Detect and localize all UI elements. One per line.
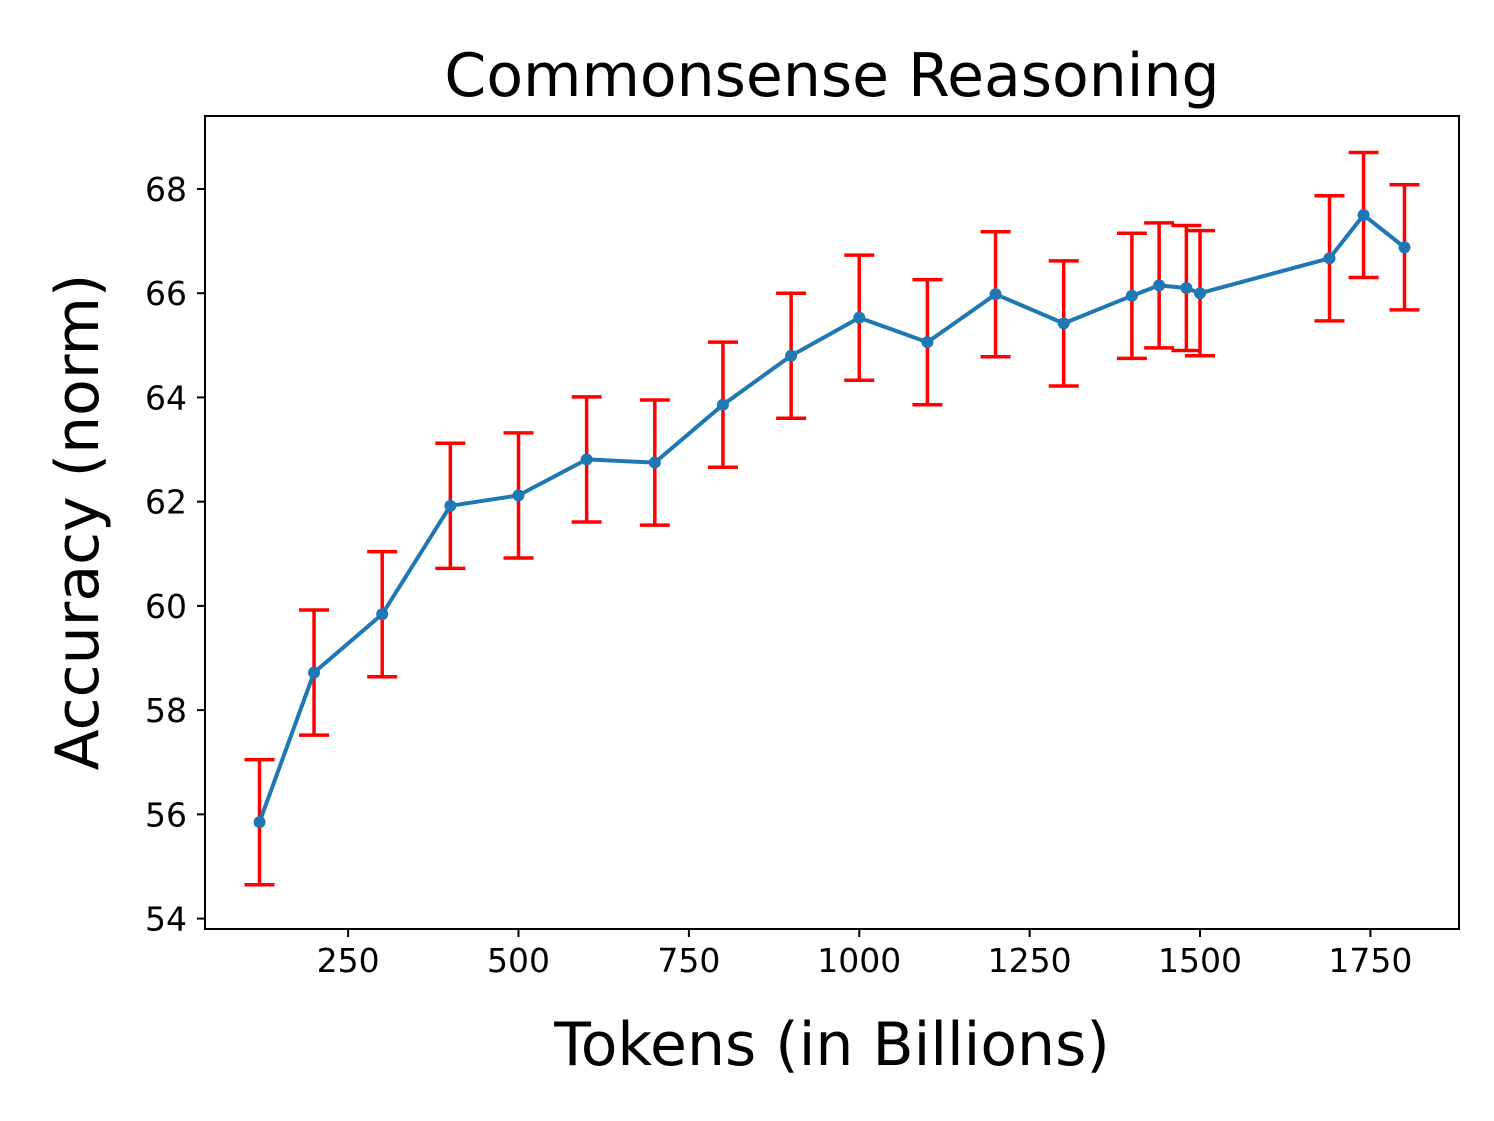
y-tick-label: 54 [145,900,187,939]
data-point [853,311,866,324]
y-tick-label: 60 [145,587,187,626]
chart-title: Commonsense Reasoning [444,41,1219,111]
data-point [1180,281,1193,294]
x-tick-label: 1250 [988,941,1072,980]
error-bars [244,150,1420,887]
x-tick-label: 1750 [1328,941,1412,980]
y-axis-title: Accuracy (norm) [43,274,113,771]
data-point [1323,252,1336,265]
data-point [648,456,661,469]
data-point [921,336,934,349]
data-point [1125,289,1138,302]
y-axis-ticks: 54 56 58 60 62 64 66 68 [145,170,205,939]
x-tick-label: 1000 [817,941,901,980]
data-point [785,349,798,362]
data-point [989,288,1002,301]
data-point [716,398,729,411]
data-point [1194,287,1207,300]
y-tick-label: 62 [145,483,187,522]
x-tick-label: 750 [657,941,720,980]
y-tick-label: 56 [145,795,187,834]
x-tick-label: 1500 [1158,941,1242,980]
y-tick-label: 58 [145,691,187,730]
y-tick-label: 68 [145,170,187,209]
data-point [308,666,321,679]
x-tick-label: 250 [317,941,380,980]
data-point [253,816,266,829]
plot-area-frame [204,115,1460,930]
data-point [1398,241,1411,254]
data-point [580,453,593,466]
data-point [512,489,525,502]
x-tick-label: 500 [487,941,550,980]
y-tick-label: 66 [145,274,187,313]
data-point [1357,209,1370,222]
series-line [257,213,1406,823]
data-point [376,608,389,621]
data-point [1057,317,1070,330]
x-axis-ticks: 250 500 750 1000 1250 1500 1750 [317,929,1412,980]
data-point [444,499,457,512]
y-tick-label: 64 [145,378,187,417]
series-markers [253,209,1411,829]
data-point [1153,279,1166,292]
x-axis-title: Tokens (in Billions) [553,1010,1109,1080]
